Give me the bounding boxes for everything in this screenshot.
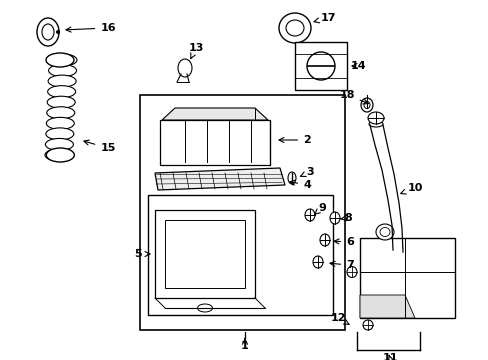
Ellipse shape xyxy=(47,107,75,119)
Bar xyxy=(148,195,332,315)
Ellipse shape xyxy=(360,98,372,112)
Ellipse shape xyxy=(45,139,73,150)
Text: 11: 11 xyxy=(382,353,397,360)
Bar xyxy=(359,238,454,318)
Text: 2: 2 xyxy=(279,135,310,145)
Ellipse shape xyxy=(392,241,403,261)
Ellipse shape xyxy=(46,117,74,129)
Ellipse shape xyxy=(329,212,339,224)
Text: 4: 4 xyxy=(289,180,310,190)
Text: 9: 9 xyxy=(314,203,325,214)
Ellipse shape xyxy=(178,59,192,77)
Text: 10: 10 xyxy=(400,183,422,194)
Ellipse shape xyxy=(346,266,356,278)
Polygon shape xyxy=(155,168,285,190)
Ellipse shape xyxy=(46,148,74,162)
Ellipse shape xyxy=(312,256,323,268)
Ellipse shape xyxy=(375,224,393,240)
Polygon shape xyxy=(359,295,414,318)
Ellipse shape xyxy=(57,31,60,33)
Text: 14: 14 xyxy=(349,61,365,71)
Polygon shape xyxy=(155,210,254,298)
Text: 6: 6 xyxy=(333,237,353,247)
Text: 18: 18 xyxy=(339,90,367,104)
Ellipse shape xyxy=(287,172,295,184)
Text: 12: 12 xyxy=(329,313,348,324)
Text: 13: 13 xyxy=(188,43,203,59)
Text: 3: 3 xyxy=(300,167,313,177)
Ellipse shape xyxy=(47,86,76,98)
Ellipse shape xyxy=(368,121,382,127)
Ellipse shape xyxy=(46,53,74,67)
Ellipse shape xyxy=(305,209,314,221)
Ellipse shape xyxy=(319,234,329,246)
Text: 7: 7 xyxy=(329,260,353,270)
Ellipse shape xyxy=(362,320,372,330)
Ellipse shape xyxy=(367,112,383,124)
Polygon shape xyxy=(162,108,267,120)
Text: 8: 8 xyxy=(340,213,351,223)
Ellipse shape xyxy=(48,64,77,77)
Ellipse shape xyxy=(197,304,212,312)
Polygon shape xyxy=(160,120,269,165)
Ellipse shape xyxy=(45,149,73,161)
Ellipse shape xyxy=(49,54,77,66)
Text: 5: 5 xyxy=(134,249,150,259)
Text: 16: 16 xyxy=(66,23,116,33)
Text: 15: 15 xyxy=(83,140,116,153)
Bar xyxy=(294,42,346,90)
Ellipse shape xyxy=(47,96,75,108)
Text: 17: 17 xyxy=(313,13,335,23)
Bar xyxy=(140,95,345,330)
Ellipse shape xyxy=(48,75,76,87)
Ellipse shape xyxy=(46,128,74,140)
Text: 1: 1 xyxy=(241,338,248,351)
